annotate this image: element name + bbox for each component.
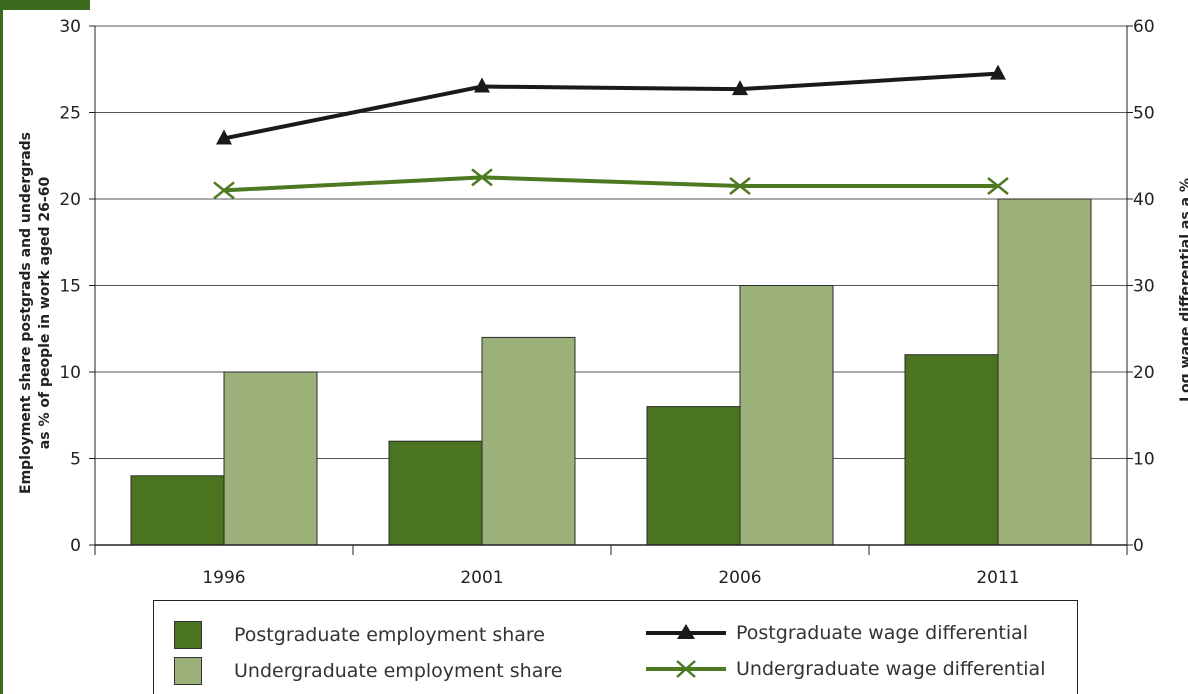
line-series <box>213 64 1009 200</box>
x-tick-label: 1996 <box>202 568 245 588</box>
y-right-tick-label: 50 <box>1133 104 1155 124</box>
undergrad-wage-point <box>729 177 751 196</box>
y-left-tick-label: 30 <box>59 17 81 37</box>
y-right-tick-label: 10 <box>1133 450 1155 470</box>
undergrad-share-bar <box>739 285 834 546</box>
legend-item-postgrad-wage: Postgraduate wage differential <box>646 619 1028 647</box>
postgrad-wage-point <box>474 77 490 93</box>
y-right-tick-label: 0 <box>1133 536 1144 556</box>
y-left-tick-label: 0 <box>70 536 81 556</box>
tick-labels: 0 5 10 15 20 25 30 0 10 20 30 40 50 60 1996 2001 2006 201… <box>59 17 1154 588</box>
x-tick-label: 2006 <box>718 568 761 588</box>
y-right-tick-label: 20 <box>1133 363 1155 383</box>
y-right-tick-label: 40 <box>1133 190 1155 210</box>
postgrad-wage-point <box>216 129 232 145</box>
postgrad-share-swatch <box>174 621 202 649</box>
postgrad-share-bar <box>904 354 999 546</box>
undergrad-share-bar <box>481 336 576 546</box>
legend-item-undergrad-wage: Undergraduate wage differential <box>646 655 1045 683</box>
y-left-tick-label: 15 <box>59 277 81 297</box>
y-left-tick-label: 20 <box>59 190 81 210</box>
x-tick-label: 2011 <box>976 568 1019 588</box>
x-marker-stroke <box>213 181 235 200</box>
postgrad-wage-point <box>990 64 1006 80</box>
legend-item-postgrad-share: Postgraduate employment share <box>174 621 545 649</box>
undergrad-wage-point <box>987 177 1009 196</box>
y-left-title-line1: Employment share postgrads and undergrad… <box>18 132 34 494</box>
y-left-tick-label: 5 <box>70 450 81 470</box>
legend-label: Undergraduate employment share <box>234 660 563 682</box>
x-marker-stroke <box>471 168 493 187</box>
undergrad-share-swatch <box>174 657 202 685</box>
combo-chart: 0 5 10 15 20 25 30 0 10 20 30 40 50 60 1996 2001 2006 201… <box>18 17 1188 588</box>
undergrad-share-bar <box>223 371 318 546</box>
x-marker-icon <box>646 660 726 678</box>
bars <box>130 198 1092 546</box>
left-accent-strip <box>0 0 3 694</box>
undergrad-wage-point <box>471 168 493 187</box>
legend: Postgraduate employment share Undergradu… <box>153 600 1078 694</box>
y-left-title-line2: as % of people in work aged 26-60 <box>37 177 53 450</box>
postgrad-share-bar <box>130 475 225 546</box>
legend-label: Undergraduate wage differential <box>736 658 1046 680</box>
postgrad-share-bar <box>646 406 741 546</box>
legend-label: Postgraduate employment share <box>234 624 545 646</box>
y-right-title: Log wage differential as a % <box>1178 178 1188 402</box>
undergrad-share-bar <box>997 198 1092 546</box>
x-tick-label: 2001 <box>460 568 503 588</box>
legend-label: Postgraduate wage differential <box>736 622 1029 644</box>
undergrad-wage-point <box>213 181 235 200</box>
legend-item-undergrad-share: Undergraduate employment share <box>174 657 562 685</box>
undergrad-wage-line <box>223 175 998 193</box>
y-right-tick-label: 60 <box>1133 17 1155 37</box>
axes <box>89 25 1133 555</box>
y-right-tick-label: 30 <box>1133 277 1155 297</box>
x-marker-stroke <box>987 177 1009 196</box>
postgrad-share-bar <box>388 440 483 546</box>
postgrad-wage-point <box>732 80 748 96</box>
triangle-marker-icon <box>646 624 726 639</box>
y-left-tick-label: 25 <box>59 104 81 124</box>
x-marker-stroke <box>729 177 751 196</box>
postgrad-wage-line <box>223 71 999 141</box>
y-left-tick-label: 10 <box>59 363 81 383</box>
figure-title-stub <box>0 0 90 10</box>
